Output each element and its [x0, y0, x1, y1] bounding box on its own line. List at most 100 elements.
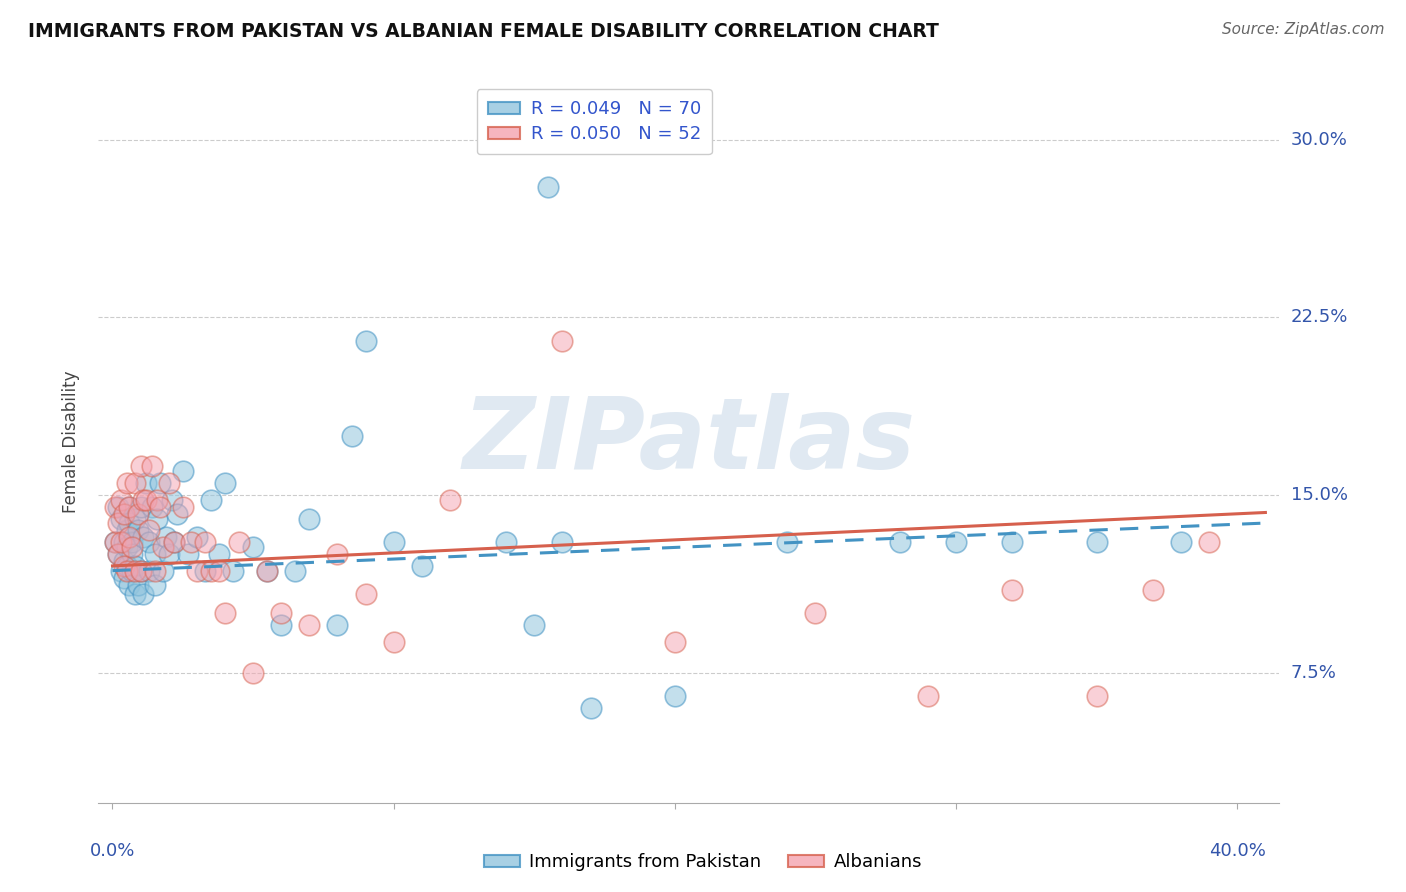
Point	[129, 564, 152, 578]
Point	[112, 554, 135, 568]
Point	[537, 180, 560, 194]
Point	[143, 547, 166, 561]
Point	[186, 531, 208, 545]
Point	[124, 564, 146, 578]
Point	[135, 475, 157, 490]
Point	[256, 564, 278, 578]
Point	[1142, 582, 1164, 597]
Point	[118, 578, 141, 592]
Point	[157, 475, 180, 490]
Point	[141, 500, 163, 514]
Point	[138, 524, 160, 538]
Text: 15.0%: 15.0%	[1291, 486, 1347, 504]
Point	[551, 535, 574, 549]
Point	[1001, 535, 1024, 549]
Point	[115, 540, 138, 554]
Point	[129, 500, 152, 514]
Text: 30.0%: 30.0%	[1291, 130, 1347, 148]
Point	[523, 618, 546, 632]
Point	[172, 464, 194, 478]
Point	[200, 564, 222, 578]
Point	[242, 665, 264, 680]
Point	[110, 564, 132, 578]
Point	[664, 689, 686, 703]
Point	[163, 535, 186, 549]
Point	[194, 564, 217, 578]
Point	[143, 564, 166, 578]
Point	[270, 607, 292, 621]
Point	[242, 540, 264, 554]
Point	[135, 492, 157, 507]
Point	[112, 535, 135, 549]
Point	[124, 587, 146, 601]
Point	[149, 475, 172, 490]
Point	[112, 558, 135, 573]
Text: 0.0%: 0.0%	[90, 842, 135, 860]
Point	[121, 547, 143, 561]
Point	[177, 547, 200, 561]
Point	[270, 618, 292, 632]
Point	[804, 607, 827, 621]
Point	[110, 535, 132, 549]
Point	[104, 535, 127, 549]
Point	[208, 547, 231, 561]
Point	[945, 535, 967, 549]
Point	[579, 701, 602, 715]
Point	[115, 564, 138, 578]
Point	[104, 500, 127, 514]
Point	[186, 564, 208, 578]
Point	[1001, 582, 1024, 597]
Point	[110, 511, 132, 525]
Y-axis label: Female Disability: Female Disability	[62, 370, 80, 513]
Point	[129, 564, 152, 578]
Text: Source: ZipAtlas.com: Source: ZipAtlas.com	[1222, 22, 1385, 37]
Point	[354, 334, 377, 348]
Point	[160, 492, 183, 507]
Point	[107, 516, 129, 531]
Point	[115, 558, 138, 573]
Point	[411, 558, 433, 573]
Point	[166, 507, 188, 521]
Point	[121, 535, 143, 549]
Point	[127, 507, 149, 521]
Point	[256, 564, 278, 578]
Point	[124, 511, 146, 525]
Text: IMMIGRANTS FROM PAKISTAN VS ALBANIAN FEMALE DISABILITY CORRELATION CHART: IMMIGRANTS FROM PAKISTAN VS ALBANIAN FEM…	[28, 22, 939, 41]
Point	[382, 535, 405, 549]
Point	[127, 578, 149, 592]
Point	[118, 516, 141, 531]
Point	[1085, 689, 1108, 703]
Point	[132, 492, 155, 507]
Point	[155, 531, 177, 545]
Text: 40.0%: 40.0%	[1209, 842, 1265, 860]
Point	[115, 475, 138, 490]
Point	[121, 564, 143, 578]
Point	[146, 492, 169, 507]
Point	[208, 564, 231, 578]
Point	[124, 475, 146, 490]
Point	[132, 587, 155, 601]
Point	[138, 564, 160, 578]
Point	[664, 634, 686, 648]
Legend: R = 0.049   N = 70, R = 0.050   N = 52: R = 0.049 N = 70, R = 0.050 N = 52	[477, 89, 711, 154]
Point	[107, 500, 129, 514]
Point	[326, 547, 349, 561]
Text: 7.5%: 7.5%	[1291, 664, 1337, 681]
Point	[112, 507, 135, 521]
Point	[776, 535, 799, 549]
Point	[121, 540, 143, 554]
Point	[439, 492, 461, 507]
Point	[118, 500, 141, 514]
Point	[107, 547, 129, 561]
Point	[214, 607, 236, 621]
Point	[107, 547, 129, 561]
Point	[172, 500, 194, 514]
Point	[110, 492, 132, 507]
Point	[141, 459, 163, 474]
Point	[214, 475, 236, 490]
Point	[143, 578, 166, 592]
Point	[118, 531, 141, 545]
Point	[354, 587, 377, 601]
Point	[112, 571, 135, 585]
Point	[200, 492, 222, 507]
